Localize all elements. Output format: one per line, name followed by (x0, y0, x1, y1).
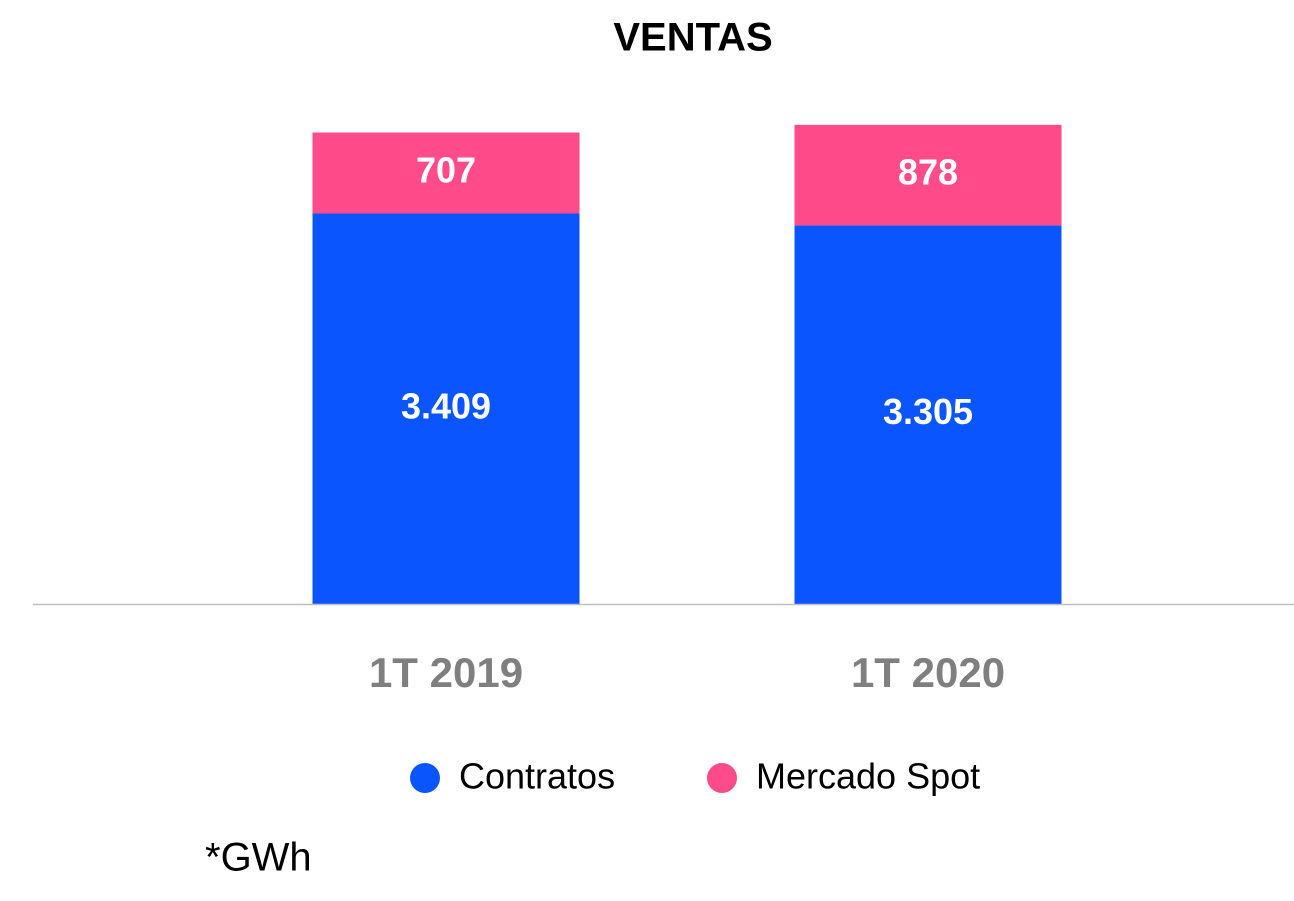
legend-marker (410, 763, 440, 793)
bar-segment (312, 213, 580, 605)
data-label: 3.305 (883, 391, 973, 432)
bar-segment (794, 124, 1062, 226)
x-tick-label: 1T 2019 (369, 649, 523, 696)
bar-segment (312, 132, 580, 214)
data-label: 3.409 (401, 385, 491, 426)
legend-label: Mercado Spot (756, 756, 980, 797)
data-label: 707 (416, 150, 476, 191)
chart-title: VENTAS (613, 16, 772, 60)
legend-marker (707, 763, 737, 793)
bar-segment (794, 225, 1062, 604)
legend-label: Contratos (459, 756, 615, 797)
footnote: *GWh (205, 836, 312, 880)
x-tick-label: 1T 2020 (851, 649, 1005, 696)
data-label: 878 (898, 152, 958, 193)
